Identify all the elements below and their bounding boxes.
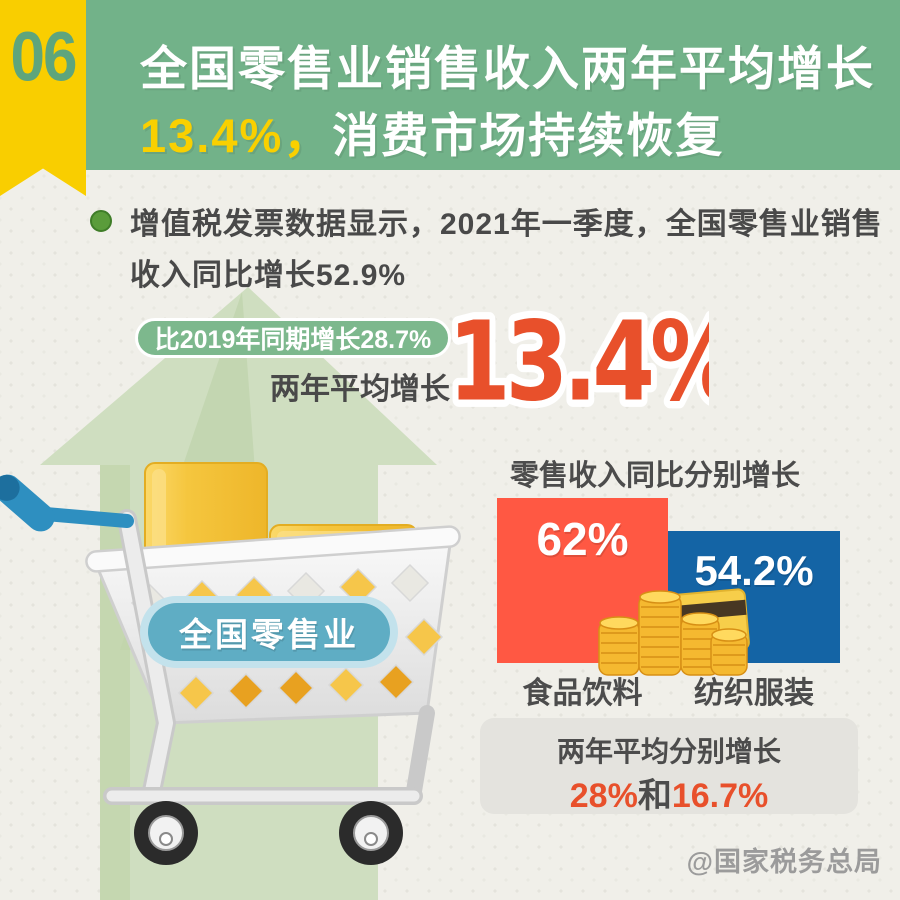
page-title-line1: 全国零售业销售收入两年平均增长 <box>140 42 875 95</box>
cart-frame <box>103 509 435 828</box>
bar-textile-clothing-label: 纺织服装 <box>694 677 814 710</box>
intro-text-line2: 收入同比增长52.9% <box>130 259 407 292</box>
section-number: 06 <box>10 18 78 97</box>
coins-and-card-illustration <box>593 583 755 678</box>
page-title-highlight: 13.4%， <box>140 109 333 162</box>
two-year-average-label: 两年平均增长 <box>270 373 450 406</box>
avg-value-food: 28% <box>569 777 638 815</box>
bar-chart-heading: 零售收入同比分别增长 <box>509 460 800 492</box>
avg-value-conjunction: 和 <box>637 777 672 815</box>
page-title-line2: 13.4%，消费市场持续恢复 <box>140 97 724 166</box>
growth-vs-2019-pill: 比2019年同期增长28.7% <box>135 318 451 358</box>
ribbon-bookmark <box>0 0 86 196</box>
publisher-signature: @国家税务总局 <box>686 847 882 877</box>
cart-label-text: 全国零售业 <box>148 603 390 661</box>
two-year-average-box-heading: 两年平均分别增长 <box>556 736 781 767</box>
two-year-average-box-values: 28%和16.7% <box>480 768 858 817</box>
big-growth-value: 13.4% <box>441 291 749 432</box>
coin-stacks-icon <box>598 590 748 676</box>
bar-food-beverage-label: 食品饮料 <box>522 677 643 710</box>
cart-wheels <box>134 801 403 865</box>
bullet-dot-icon <box>90 210 112 232</box>
bar-textile-clothing-value: 54.2% <box>694 547 814 594</box>
bar-food-beverage-value: 62% <box>536 513 629 565</box>
intro-text-line1: 增值税发票数据显示，2021年一季度，全国零售业销售 <box>130 208 883 241</box>
page-title-line2-rest: 消费市场持续恢复 <box>332 109 725 162</box>
two-year-average-box <box>480 718 858 814</box>
header-band <box>85 0 900 170</box>
growth-vs-2019-text: 比2019年同期增长28.7% <box>154 326 432 354</box>
shopping-cart-illustration <box>0 462 461 865</box>
cart-handle <box>0 474 134 532</box>
big-growth-value-text: 13.4% <box>448 298 709 426</box>
avg-value-textile: 16.7% <box>671 777 769 815</box>
cart-label-pill: 全国零售业 <box>140 596 398 668</box>
